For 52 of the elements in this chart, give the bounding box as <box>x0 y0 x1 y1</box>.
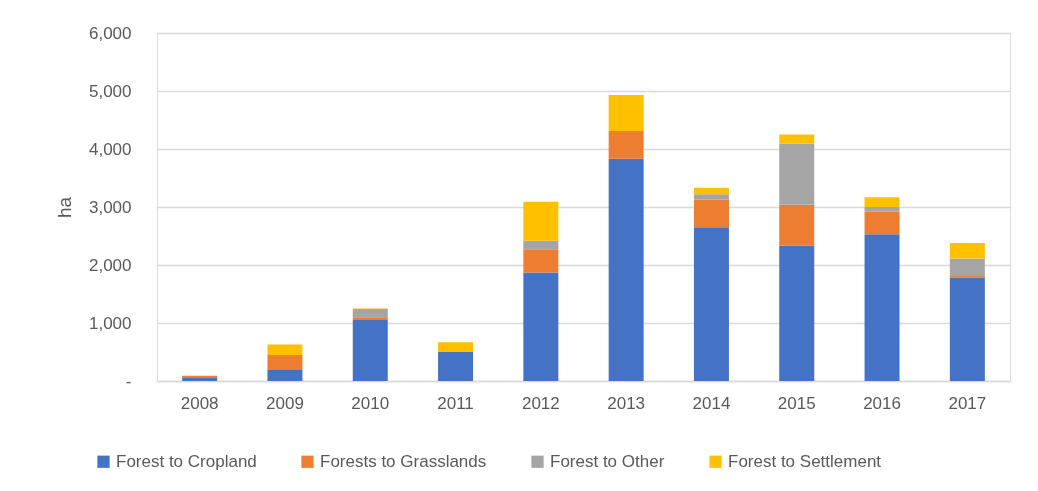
bar <box>523 201 559 241</box>
bar <box>693 194 729 200</box>
bar <box>693 199 729 228</box>
bar <box>523 240 559 250</box>
x-tick-label: 2008 <box>180 393 219 413</box>
bar <box>779 204 815 246</box>
bar <box>949 258 985 277</box>
bar <box>523 249 559 273</box>
bar <box>779 134 815 144</box>
bar <box>864 197 900 207</box>
x-tick-label: 2013 <box>607 393 646 413</box>
y-tick-label: 5,000 <box>88 81 132 101</box>
bar <box>693 187 729 195</box>
x-tick-label: 2010 <box>351 393 390 413</box>
y-tick-label: 2,000 <box>88 255 132 275</box>
y-axis-title: ha <box>53 196 75 219</box>
bar <box>438 352 474 381</box>
bar <box>608 131 644 159</box>
bar <box>779 143 815 205</box>
bar <box>352 309 388 318</box>
legend-label: Forest to Settlement <box>728 451 882 471</box>
y-tick-label: 4,000 <box>88 139 132 159</box>
x-tick-label: 2009 <box>266 393 304 413</box>
bar <box>267 354 303 370</box>
bar <box>949 277 985 381</box>
bar <box>779 245 815 381</box>
y-tick-label: 6,000 <box>88 23 132 43</box>
bar <box>864 211 900 235</box>
bar <box>267 369 303 381</box>
legend-label: Forest to Cropland <box>116 451 257 471</box>
bar <box>438 342 474 352</box>
bar <box>693 227 729 381</box>
y-tick-label: 1,000 <box>88 313 132 333</box>
bar <box>267 344 303 355</box>
x-tick-label: 2017 <box>948 393 987 413</box>
legend-label: Forests to Grasslands <box>320 451 487 471</box>
x-tick-label: 2015 <box>777 393 816 413</box>
bar <box>352 320 388 381</box>
x-tick-label: 2016 <box>863 393 901 413</box>
bar <box>864 207 900 212</box>
bar <box>608 95 644 132</box>
bar <box>949 242 985 259</box>
bar <box>352 317 388 321</box>
bar <box>523 272 559 381</box>
x-tick-label: 2011 <box>437 393 474 413</box>
bar <box>608 158 644 381</box>
y-tick-label: 3,000 <box>88 197 132 217</box>
x-tick-label: 2012 <box>521 393 560 413</box>
x-tick-label: 2014 <box>692 393 731 413</box>
y-tick-label: - <box>125 371 132 391</box>
bar <box>864 234 900 381</box>
legend-label: Forest to Other <box>550 451 665 471</box>
